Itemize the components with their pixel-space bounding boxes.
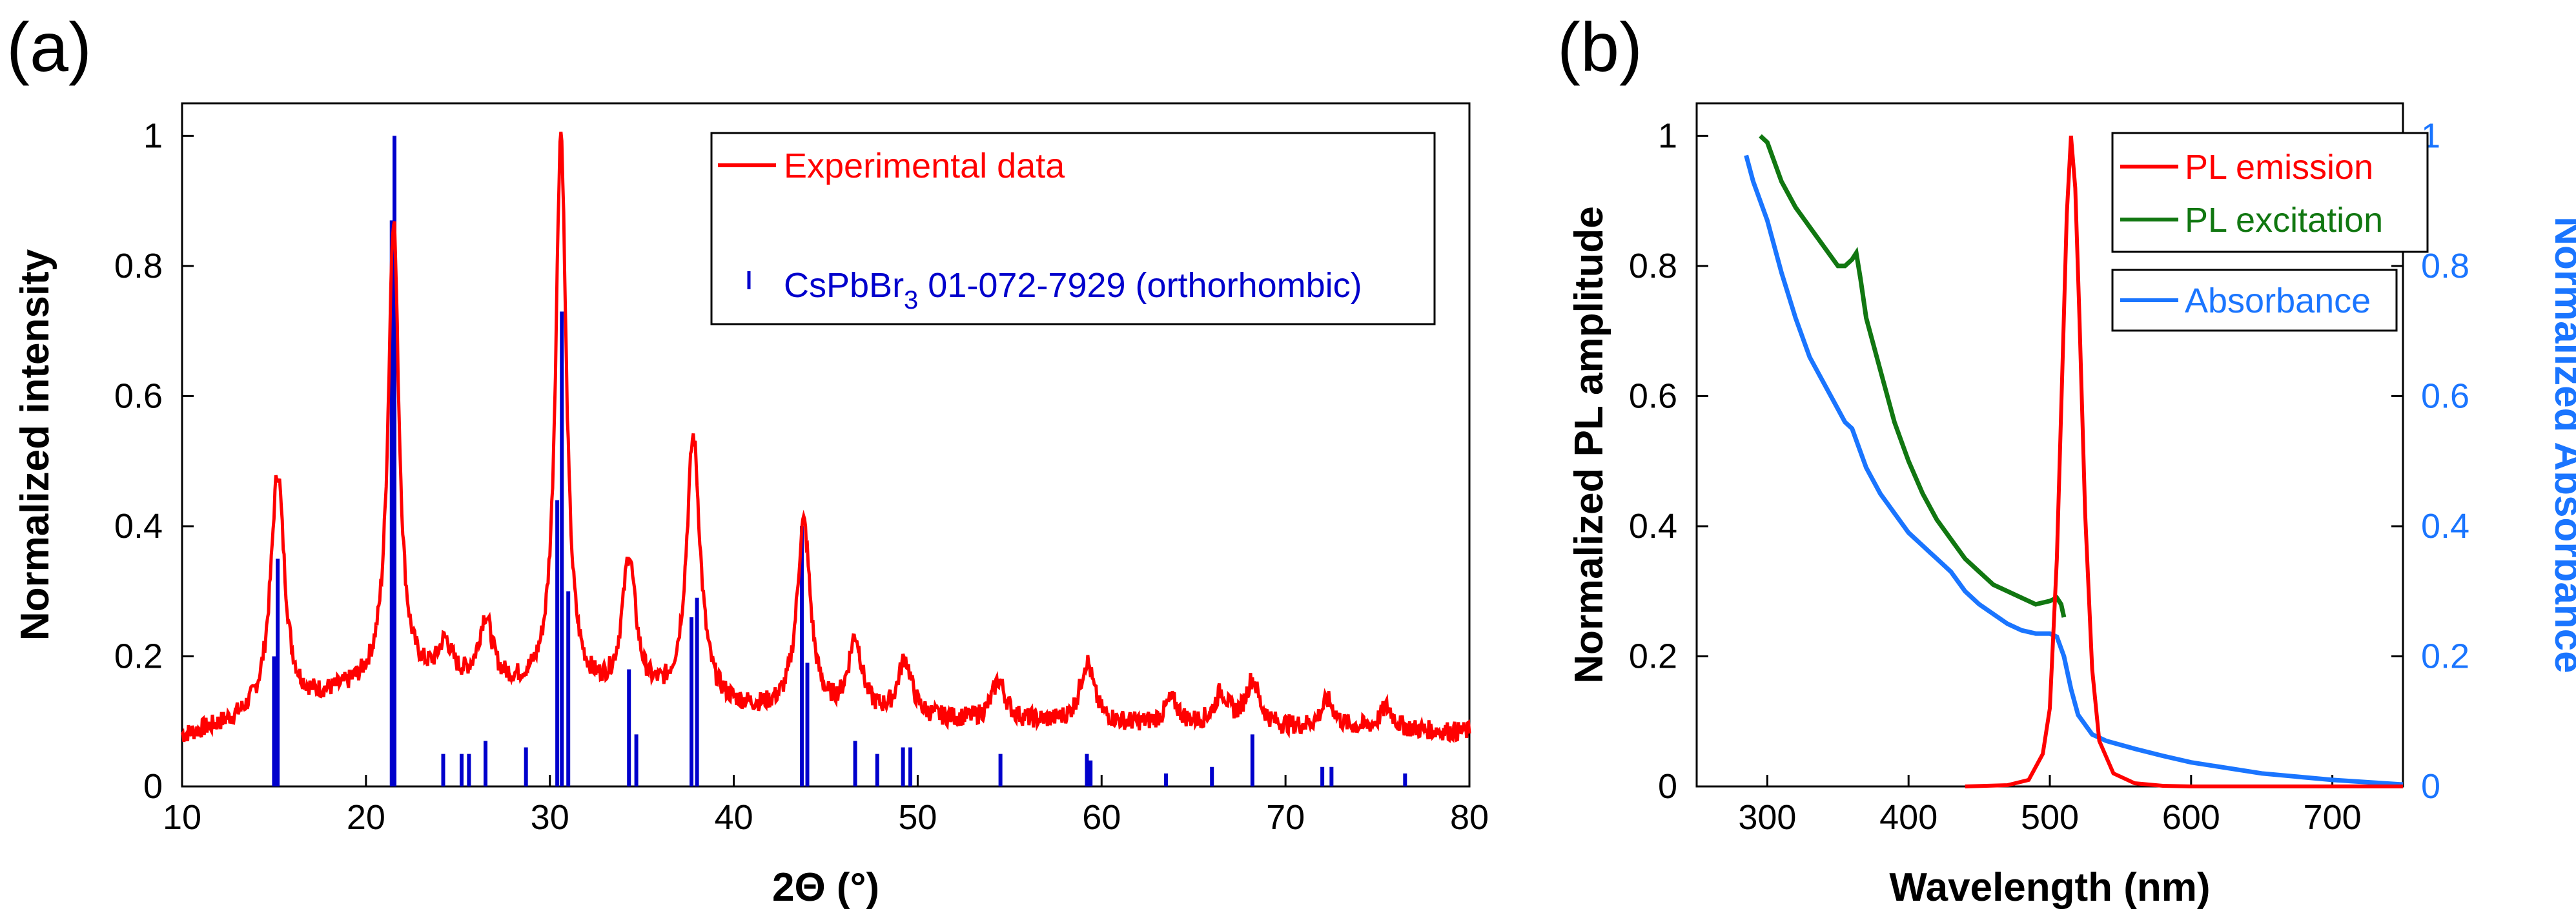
panel-b-legend-pl-box <box>2111 132 2429 253</box>
panel-b-x-tick-label: 700 <box>2304 798 2362 837</box>
panel-a-x-tick-label: 40 <box>715 798 753 837</box>
panel-b-x-tick-label: 500 <box>2021 798 2079 837</box>
panel-a-x-ticks: 10 20 30 40 50 60 70 80 <box>163 775 1489 837</box>
panel-a-y-ticks: 0 0.2 0.4 0.6 0.8 1 <box>114 116 194 806</box>
panel-b-x-tick-label: 400 <box>1879 798 1937 837</box>
panel-a-y-tick-label: 0.8 <box>114 247 163 285</box>
panel-a-legend-reference-subscript: 3 <box>904 286 918 314</box>
panel-a-x-tick-label: 70 <box>1266 798 1305 837</box>
panel-a-x-tick-label: 60 <box>1082 798 1121 837</box>
panel-b-x-tick-label: 600 <box>2162 798 2220 837</box>
panel-a-legend-reference-formula: CsPbBr <box>784 266 904 305</box>
panel-a-legend-experimental-label: Experimental data <box>784 147 1065 185</box>
panel-b-left-y-tick-label: 0.2 <box>1629 637 1677 675</box>
panel-b-legend-excitation-label: PL excitation <box>2185 201 2383 240</box>
panel-b-legend-absorbance-label: Absorbance <box>2185 282 2371 320</box>
panel-b-left-y-tick-label: 0.8 <box>1629 247 1677 285</box>
panel-a-legend: Experimental data CsPbBr3 01-072-7929 (o… <box>710 132 1436 325</box>
panel-b-right-y-tick-label: 0.6 <box>2421 376 2469 415</box>
panel-a-y-tick-label: 0.2 <box>114 637 163 675</box>
panel-b-left-y-tick-label: 0.6 <box>1629 376 1677 415</box>
panel-a-x-tick-label: 30 <box>531 798 569 837</box>
panel-b-legend: PL emission PL excitation Absorbance <box>2111 132 2429 332</box>
panel-a-experimental-line <box>180 131 1471 743</box>
panel-a-legend-box <box>710 132 1436 325</box>
panel-a-x-tick-label: 80 <box>1450 798 1489 837</box>
panel-b-left-y-tick-label: 0.4 <box>1629 507 1677 546</box>
panel-b-right-y-tick-label: 0 <box>2421 767 2440 806</box>
panel-b-x-tick-label: 300 <box>1738 798 1796 837</box>
panel-b-right-y-axis-title: Normalized Absorbance <box>2546 216 2576 673</box>
panel-b-right-y-tick-label: 0.2 <box>2421 637 2469 675</box>
panel-b-left-y-tick-label: 1 <box>1658 116 1677 155</box>
panel-a-plot-frame <box>181 102 1471 788</box>
panel-b-label: (b) <box>1557 8 1642 86</box>
panel-b-absorbance-line <box>1744 154 2404 787</box>
panel-a-x-tick-label: 20 <box>347 798 385 837</box>
panel-b-right-y-tick-label: 0.4 <box>2421 507 2469 546</box>
panel-a: (a) 0 0.2 0.4 0.6 0.8 1 10 20 30 40 50 60 70 80 Norm… <box>6 8 1489 910</box>
panel-b-left-y-axis-title: Normalized PL amplitude <box>1567 206 1611 684</box>
panel-a-x-tick-label: 50 <box>898 798 937 837</box>
panel-a-x-tick-label: 10 <box>163 798 201 837</box>
panel-a-y-tick-label: 1 <box>143 116 163 155</box>
panel-b-right-y-ticks: 00.20.40.60.81 <box>2391 116 2469 806</box>
panel-a-legend-reference-code: 01-072-7929 (orthorhombic) <box>918 266 1362 305</box>
panel-b-emission-line <box>1965 136 2403 788</box>
panel-b-left-y-tick-label: 0 <box>1658 767 1677 806</box>
panel-a-label: (a) <box>6 8 92 86</box>
panel-b-right-y-tick-label: 0.8 <box>2421 247 2469 285</box>
panel-a-y-tick-label: 0.4 <box>114 507 163 546</box>
panel-b-x-axis-title: Wavelength (nm) <box>1889 865 2210 910</box>
panel-b-left-y-ticks: 0 0.2 0.4 0.6 0.8 1 <box>1629 116 1708 806</box>
panel-a-legend-reference-label: CsPbBr3 01-072-7929 (orthorhombic) <box>784 266 1362 314</box>
panel-b-excitation-line <box>1759 134 2067 618</box>
panel-a-y-axis-title: Normalized intensity <box>13 249 57 641</box>
panel-b-legend-emission-label: PL emission <box>2185 148 2373 187</box>
panel-a-y-tick-label: 0 <box>143 767 163 806</box>
panel-b-x-ticks: 300 400 500 600 700 <box>1738 775 2362 837</box>
panel-b: (b) 0 0.2 0.4 0.6 0.8 1 0 0.2 0.4 0.6 0.8 1 300 400… <box>1557 8 2576 910</box>
panel-a-x-axis-title: 2Θ (°) <box>772 865 879 910</box>
panel-a-y-tick-label: 0.6 <box>114 376 163 415</box>
